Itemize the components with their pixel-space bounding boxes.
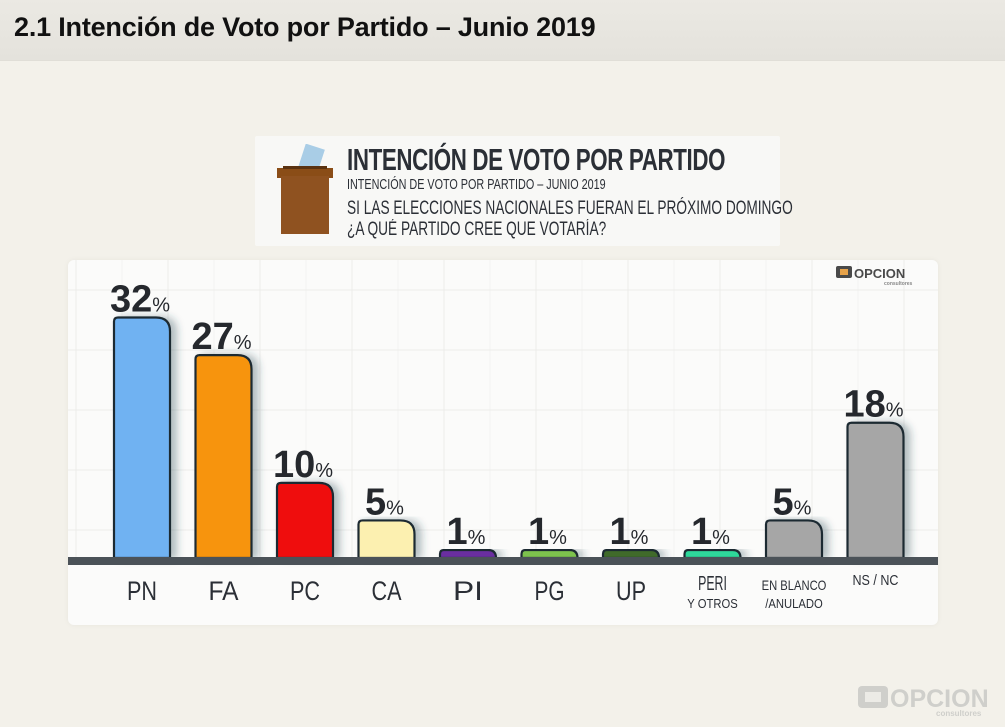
category-label: EN BLANCO: [762, 577, 827, 593]
category-label: Y OTROS: [687, 596, 738, 611]
bar: [357, 519, 416, 560]
x-axis-baseline: [68, 557, 938, 565]
svg-text:consultores: consultores: [884, 281, 913, 286]
data-label: 1%: [691, 511, 730, 553]
bar: [846, 421, 905, 560]
bar: [520, 548, 579, 560]
data-label: 10%: [273, 444, 333, 486]
category-label: NS / NC: [853, 572, 899, 589]
bar: [275, 481, 335, 560]
chart-header: INTENCIÓN DE VOTO POR PARTIDO INTENCIÓN …: [255, 136, 793, 246]
svg-text:OPCION: OPCION: [854, 266, 905, 281]
category-label: PN: [127, 576, 157, 606]
category-label: PG: [535, 576, 565, 606]
category-label: CA: [372, 576, 402, 606]
data-label: 27%: [191, 316, 251, 358]
category-label: /ANULADO: [765, 596, 823, 611]
data-label: 5%: [365, 481, 404, 523]
category-label: PERI: [698, 573, 727, 595]
category-label: UP: [616, 576, 646, 606]
bar: [112, 316, 172, 560]
page-title: 2.1 Intención de Voto por Partido – Juni…: [14, 12, 596, 42]
bar: [683, 548, 742, 560]
data-label: 5%: [773, 481, 812, 523]
opcion-watermark-mark: OPCION consultores: [858, 685, 989, 718]
bar: [194, 353, 253, 560]
category-label: FA: [209, 576, 239, 606]
data-label: 1%: [528, 511, 567, 553]
svg-text:OPCION: OPCION: [890, 685, 989, 713]
bar: [601, 548, 661, 560]
bar: [764, 519, 824, 560]
svg-text:consultores: consultores: [936, 709, 982, 718]
bar: [438, 548, 498, 560]
category-label: PC: [290, 576, 320, 606]
chart-question-line-2: ¿A QUÉ PARTIDO CREE QUE VOTARÍA?: [347, 219, 607, 240]
opcion-watermark-logo: OPCION consultores: [858, 680, 993, 720]
chart-subtitle: INTENCIÓN DE VOTO POR PARTIDO – JUNIO 20…: [347, 176, 606, 193]
opcion-logo: OPCION consultores: [836, 264, 918, 286]
chart-main-title: INTENCIÓN DE VOTO POR PARTIDO: [347, 142, 726, 177]
chart-card: 32% PN 27% FA 10% PC 5% CA 1% PI 1% PG 1% UP 1% PERI Y O…: [68, 260, 938, 625]
title-bar: 2.1 Intención de Voto por Partido – Juni…: [0, 0, 1005, 61]
data-label: 32%: [110, 279, 170, 321]
category-label: PI: [453, 576, 483, 606]
chart-question-line-1: SI LAS ELECCIONES NACIONALES FUERAN EL P…: [347, 198, 793, 219]
data-label: 18%: [843, 384, 903, 426]
data-label: 1%: [447, 511, 486, 553]
ballot-box-icon: [277, 144, 333, 234]
opcion-logo-mark: OPCION consultores: [836, 266, 913, 286]
data-label: 1%: [610, 511, 649, 553]
